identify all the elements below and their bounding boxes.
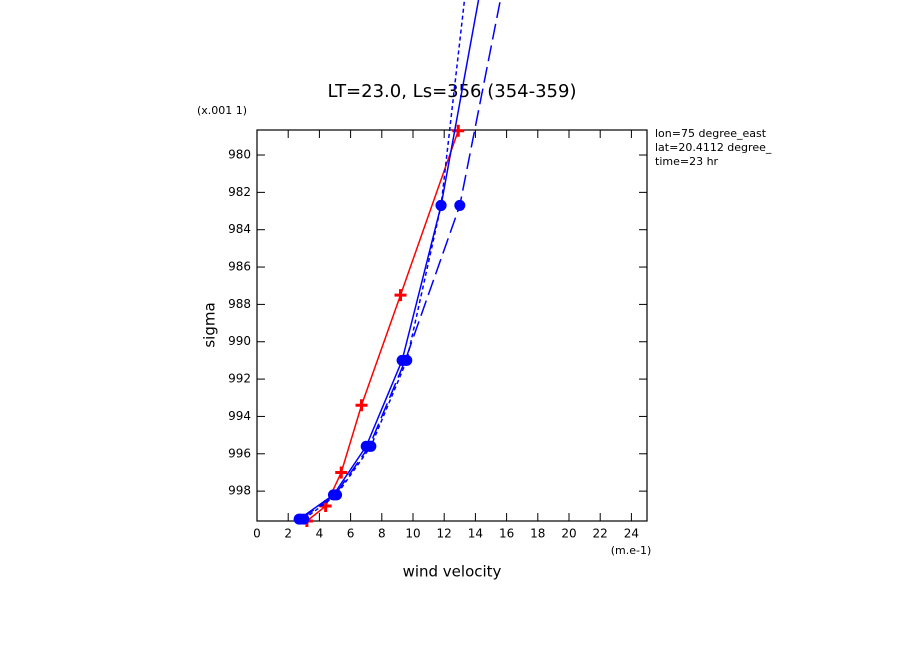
y-tick-label: 998 [228, 484, 251, 498]
series-line [300, 0, 502, 520]
series-line [303, 0, 466, 520]
annotation: lat=20.4112 degree_ [655, 141, 772, 154]
x-tick-label: 2 [284, 527, 292, 541]
y-tick-label: 986 [228, 260, 251, 274]
x-tick-label: 16 [499, 527, 514, 541]
y-unit: (x.001 1) [197, 104, 247, 117]
chart-title: LT=23.0, Ls=356 (354-359) [328, 81, 577, 102]
y-axis-label: sigma [201, 302, 219, 347]
annotation: time=23 hr [655, 155, 719, 168]
y-tick-label: 994 [228, 409, 251, 423]
point-marker [363, 440, 375, 452]
x-tick-label: 22 [593, 527, 608, 541]
point-marker [329, 489, 341, 501]
y-tick-label: 984 [228, 222, 251, 236]
x-tick-label: 10 [405, 527, 420, 541]
x-axis-label: wind velocity [403, 563, 502, 581]
x-tick-label: 12 [437, 527, 452, 541]
point-marker [355, 399, 368, 412]
y-tick-label: 996 [228, 446, 251, 460]
point-marker [435, 199, 447, 211]
plot-frame [256, 129, 648, 522]
x-tick-label: 0 [253, 527, 261, 541]
point-marker [399, 354, 411, 366]
x-tick-label: 4 [316, 527, 324, 541]
x-tick-label: 6 [347, 527, 355, 541]
y-tick-label: 982 [228, 185, 251, 199]
series-line [306, 130, 459, 522]
point-marker [335, 466, 348, 479]
x-tick-label: 8 [378, 527, 386, 541]
x-unit: (m.e-1) [611, 544, 652, 557]
y-tick-label: 980 [228, 148, 251, 162]
x-tick-label: 18 [530, 527, 545, 541]
x-tick-label: 14 [468, 527, 483, 541]
annotation: lon=75 degree_east [655, 127, 767, 140]
y-tick-label: 990 [228, 334, 251, 348]
point-marker [454, 199, 466, 211]
x-tick-label: 20 [561, 527, 576, 541]
x-tick-label: 24 [624, 527, 639, 541]
point-marker [295, 513, 307, 525]
point-marker [394, 289, 407, 302]
y-tick-label: 988 [228, 297, 251, 311]
series-line [298, 0, 480, 520]
y-tick-label: 992 [228, 372, 251, 386]
